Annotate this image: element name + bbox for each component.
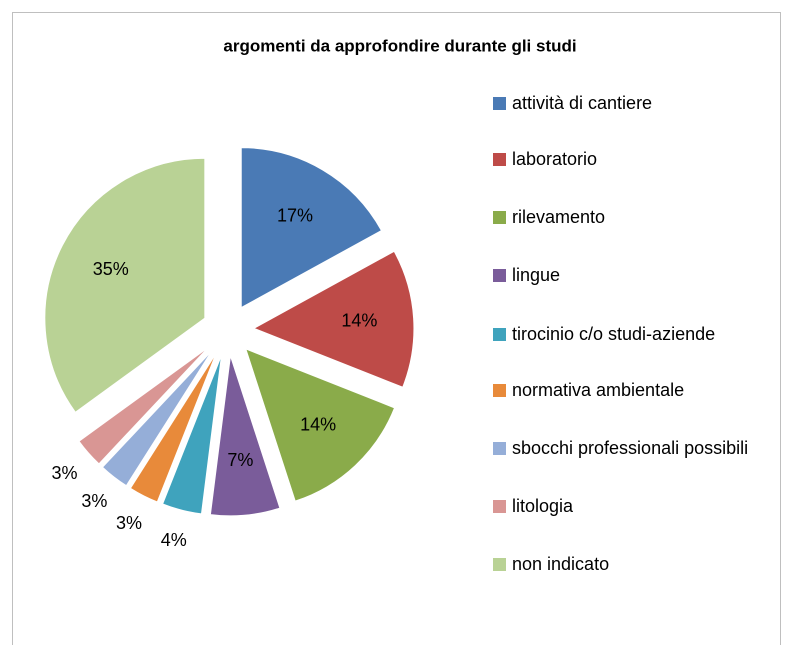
legend-item: lingue [493, 264, 752, 286]
legend-item: non indicato [493, 553, 752, 575]
legend-swatch [493, 500, 506, 513]
legend-label: non indicato [512, 554, 610, 574]
pie-slice [44, 157, 206, 413]
pie-slice [129, 352, 217, 503]
data-label: 35% [93, 259, 129, 279]
pie-slice [209, 355, 281, 517]
legend-label: rilevamento [512, 207, 606, 227]
legend-item: attività di cantiere [493, 92, 752, 114]
legend-label: normativa ambientale [512, 380, 685, 400]
legend-label: tirocinio c/o studi-aziende [512, 324, 716, 344]
legend-label: laboratorio [512, 149, 598, 169]
legend-label: litologia [512, 496, 574, 516]
legend-swatch [493, 558, 506, 571]
legend-item: litologia [493, 495, 752, 517]
legend-swatch [493, 97, 506, 110]
legend-swatch [493, 442, 506, 455]
data-label: 3% [81, 491, 107, 511]
chart-title: argomenti da approfondire durante gli st… [223, 36, 576, 55]
pie-slice [244, 348, 396, 502]
legend-item: normativa ambientale [493, 379, 752, 401]
pie-slice [240, 147, 383, 309]
data-label: 17% [277, 205, 313, 225]
data-label: 3% [116, 513, 142, 533]
data-label: 4% [161, 530, 187, 550]
pie-slice [101, 350, 213, 487]
pie-slice [161, 354, 223, 515]
legend-swatch [493, 211, 506, 224]
pie-slice [252, 250, 415, 388]
legend-item: sbocchi professionali possibili [493, 437, 752, 459]
legend-label: sbocchi professionali possibili [512, 438, 749, 458]
legend-item: tirocinio c/o studi-aziende [493, 323, 752, 345]
legend-swatch [493, 153, 506, 166]
legend-swatch [493, 384, 506, 397]
legend-swatch [493, 328, 506, 341]
data-label: 14% [300, 415, 336, 435]
legend-label: attività di cantiere [512, 93, 653, 113]
legend-item: laboratorio [493, 148, 752, 170]
data-label: 3% [51, 463, 77, 483]
data-label: 7% [227, 450, 253, 470]
data-label: 14% [341, 310, 377, 330]
chart-border [12, 12, 781, 645]
pie-slice [78, 346, 209, 465]
legend-label: lingue [512, 265, 561, 285]
legend-swatch [493, 269, 506, 282]
legend-item: rilevamento [493, 206, 752, 228]
